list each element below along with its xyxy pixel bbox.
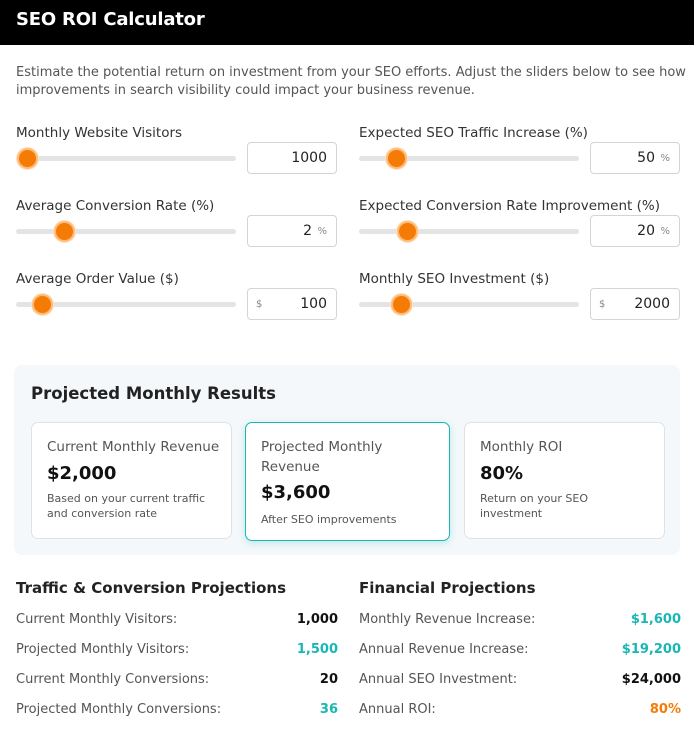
order-value-value: 100	[300, 296, 327, 312]
traffic-row: Projected Monthly Conversions: 36	[16, 702, 338, 722]
financial-row: Monthly Revenue Increase: $1,600	[359, 612, 681, 632]
traffic-increase-slider-thumb[interactable]	[386, 148, 408, 169]
financial-row: Annual SEO Investment: $24,000	[359, 672, 681, 692]
order-value-input[interactable]: $ 100	[247, 288, 337, 320]
visitors-value: 1000	[291, 150, 327, 166]
seo-investment-slider-thumb[interactable]	[390, 294, 412, 315]
visitors-control: Monthly Website Visitors 1000	[16, 125, 338, 189]
card-value: $2,000	[47, 463, 117, 484]
row-value: 20	[319, 672, 338, 687]
card-subtitle: Return on your SEO investment	[480, 492, 589, 520]
row-label: Annual Revenue Increase:	[359, 642, 529, 657]
conversion-improvement-input[interactable]: 20 %	[590, 215, 680, 247]
row-label: Current Monthly Conversions:	[16, 672, 210, 687]
roi-card: Monthly ROI 80% Return on your SEO inves…	[464, 422, 665, 539]
row-label: Annual ROI:	[359, 702, 436, 717]
dollar-unit: $	[599, 299, 606, 310]
conversion-improvement-slider-thumb[interactable]	[397, 221, 419, 242]
conversion-rate-input[interactable]: 2 %	[247, 215, 337, 247]
row-value: 36	[319, 702, 338, 717]
conversion-rate-slider-thumb[interactable]	[54, 221, 76, 242]
traffic-projections-title: Traffic & Conversion Projections	[16, 579, 286, 597]
projected-revenue-card: Projected Monthly Revenue $3,600 After S…	[245, 422, 450, 541]
traffic-increase-input[interactable]: 50 %	[590, 142, 680, 174]
card-value: $3,600	[261, 482, 331, 503]
row-label: Annual SEO Investment:	[359, 672, 518, 687]
row-label: Current Monthly Visitors:	[16, 612, 178, 627]
seo-investment-input[interactable]: $ 2000	[590, 288, 680, 320]
seo-investment-value: 2000	[634, 296, 670, 312]
traffic-row: Projected Monthly Visitors: 1,500	[16, 642, 338, 662]
card-value: 80%	[480, 463, 524, 484]
row-value: 1,000	[296, 612, 338, 627]
order-value-slider-thumb[interactable]	[32, 294, 54, 315]
row-value: 1,500	[296, 642, 338, 657]
percent-unit: %	[660, 153, 670, 164]
conversion-rate-value: 2	[303, 223, 312, 239]
card-title: Projected Monthly Revenue	[261, 439, 383, 475]
row-label: Projected Monthly Conversions:	[16, 702, 222, 717]
row-value: 80%	[649, 702, 681, 717]
conversion-rate-label: Average Conversion Rate (%)	[16, 198, 215, 214]
seo-investment-control: Monthly SEO Investment ($) $ 2000	[359, 271, 681, 335]
financial-projections-title: Financial Projections	[359, 579, 536, 597]
visitors-slider-thumb[interactable]	[17, 148, 38, 169]
conversion-improvement-value: 20	[637, 223, 655, 239]
visitors-label: Monthly Website Visitors	[16, 125, 183, 141]
visitors-slider[interactable]	[16, 148, 236, 169]
conversion-improvement-label: Expected Conversion Rate Improvement (%)	[359, 198, 660, 214]
seo-investment-slider[interactable]	[359, 294, 579, 315]
row-value: $19,200	[621, 642, 681, 657]
card-title: Monthly ROI	[480, 439, 563, 455]
traffic-increase-label: Expected SEO Traffic Increase (%)	[359, 125, 588, 141]
order-value-control: Average Order Value ($) $ 100	[16, 271, 338, 335]
results-title: Projected Monthly Results	[31, 384, 276, 403]
app-header: SEO ROI Calculator	[0, 0, 694, 45]
row-label: Projected Monthly Visitors:	[16, 642, 190, 657]
card-title: Current Monthly Revenue	[47, 439, 220, 455]
traffic-increase-slider[interactable]	[359, 148, 579, 169]
dollar-unit: $	[256, 299, 263, 310]
card-subtitle: Based on your current traffic and conver…	[47, 492, 206, 520]
visitors-input[interactable]: 1000	[247, 142, 337, 174]
traffic-row: Current Monthly Conversions: 20	[16, 672, 338, 692]
order-value-slider[interactable]	[16, 294, 236, 315]
percent-unit: %	[660, 226, 670, 237]
seo-investment-label: Monthly SEO Investment ($)	[359, 271, 550, 287]
traffic-increase-control: Expected SEO Traffic Increase (%) 50 %	[359, 125, 681, 189]
app-title: SEO ROI Calculator	[16, 9, 205, 30]
order-value-label: Average Order Value ($)	[16, 271, 179, 287]
row-value: $24,000	[621, 672, 681, 687]
financial-row: Annual Revenue Increase: $19,200	[359, 642, 681, 662]
current-revenue-card: Current Monthly Revenue $2,000 Based on …	[31, 422, 232, 539]
intro-text: Estimate the potential return on investm…	[16, 65, 686, 98]
results-panel: Projected Monthly Results Current Monthl…	[14, 365, 680, 555]
conversion-improvement-slider[interactable]	[359, 221, 579, 242]
traffic-increase-value: 50	[637, 150, 655, 166]
card-subtitle: After SEO improvements	[261, 513, 397, 526]
conversion-improvement-control: Expected Conversion Rate Improvement (%)…	[359, 198, 681, 262]
traffic-row: Current Monthly Visitors: 1,000	[16, 612, 338, 632]
conversion-rate-slider[interactable]	[16, 221, 236, 242]
row-value: $1,600	[630, 612, 681, 627]
financial-row: Annual ROI: 80%	[359, 702, 681, 722]
row-label: Monthly Revenue Increase:	[359, 612, 536, 627]
percent-unit: %	[317, 226, 327, 237]
conversion-rate-control: Average Conversion Rate (%) 2 %	[16, 198, 338, 262]
